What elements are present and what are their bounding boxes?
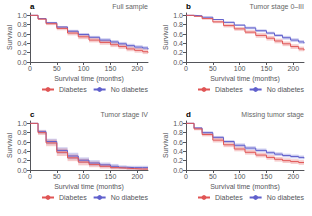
- svg-text:100: 100: [78, 173, 90, 180]
- svg-text:0: 0: [184, 65, 188, 72]
- svg-text:0.8: 0.8: [17, 129, 27, 136]
- svg-text:150: 150: [105, 173, 117, 180]
- svg-text:0.2: 0.2: [173, 157, 183, 164]
- svg-text:150: 150: [105, 65, 117, 72]
- svg-text:0.4: 0.4: [17, 148, 27, 155]
- svg-text:100: 100: [234, 65, 246, 72]
- svg-text:c: c: [30, 110, 35, 119]
- svg-text:No diabetes: No diabetes: [111, 194, 149, 201]
- svg-text:0: 0: [184, 173, 188, 180]
- svg-text:Diabetes: Diabetes: [215, 86, 243, 93]
- svg-text:Missing tumor stage: Missing tumor stage: [241, 111, 304, 119]
- svg-text:d: d: [186, 110, 191, 119]
- svg-text:0.6: 0.6: [17, 31, 27, 38]
- svg-text:No diabetes: No diabetes: [111, 86, 149, 93]
- svg-text:1.0: 1.0: [173, 12, 183, 19]
- svg-text:0.8: 0.8: [17, 21, 27, 28]
- svg-text:0.0: 0.0: [173, 167, 183, 174]
- svg-text:Tumor stage IV: Tumor stage IV: [100, 111, 148, 119]
- svg-text:Survival: Survival: [162, 25, 169, 50]
- svg-text:Full sample: Full sample: [112, 3, 148, 11]
- svg-text:0.2: 0.2: [17, 49, 27, 56]
- svg-text:0.6: 0.6: [173, 31, 183, 38]
- svg-text:0.2: 0.2: [17, 157, 27, 164]
- svg-text:0.6: 0.6: [173, 139, 183, 146]
- svg-text:b: b: [186, 2, 191, 11]
- svg-text:Survival time (months): Survival time (months): [54, 183, 124, 191]
- svg-text:200: 200: [131, 173, 143, 180]
- svg-text:0.6: 0.6: [17, 139, 27, 146]
- svg-text:Diabetes: Diabetes: [59, 86, 87, 93]
- svg-text:0.4: 0.4: [173, 148, 183, 155]
- svg-text:Diabetes: Diabetes: [215, 194, 243, 201]
- svg-text:0.0: 0.0: [17, 59, 27, 66]
- svg-text:0.4: 0.4: [17, 40, 27, 47]
- svg-text:a: a: [30, 2, 35, 11]
- svg-text:Survival time (months): Survival time (months): [54, 75, 124, 83]
- svg-text:0.8: 0.8: [173, 21, 183, 28]
- svg-text:Survival: Survival: [162, 133, 169, 158]
- svg-text:150: 150: [261, 173, 273, 180]
- svg-text:Survival: Survival: [6, 25, 13, 50]
- svg-text:1.0: 1.0: [173, 120, 183, 127]
- svg-text:100: 100: [234, 173, 246, 180]
- svg-text:0.4: 0.4: [173, 40, 183, 47]
- svg-text:50: 50: [209, 173, 217, 180]
- svg-text:0: 0: [28, 173, 32, 180]
- svg-text:0.2: 0.2: [173, 49, 183, 56]
- svg-text:0.0: 0.0: [173, 59, 183, 66]
- svg-text:150: 150: [261, 65, 273, 72]
- svg-text:Survival time (months): Survival time (months): [210, 75, 280, 83]
- svg-text:50: 50: [209, 65, 217, 72]
- svg-text:200: 200: [287, 173, 299, 180]
- svg-text:50: 50: [53, 65, 61, 72]
- svg-text:1.0: 1.0: [17, 12, 27, 19]
- svg-text:Survival time (months): Survival time (months): [210, 183, 280, 191]
- svg-text:1.0: 1.0: [17, 120, 27, 127]
- svg-text:200: 200: [131, 65, 143, 72]
- svg-text:No diabetes: No diabetes: [267, 194, 305, 201]
- svg-text:Survival: Survival: [6, 133, 13, 158]
- svg-text:No diabetes: No diabetes: [267, 86, 305, 93]
- svg-text:50: 50: [53, 173, 61, 180]
- svg-text:200: 200: [287, 65, 299, 72]
- svg-text:0: 0: [28, 65, 32, 72]
- svg-text:Diabetes: Diabetes: [59, 194, 87, 201]
- svg-text:0.0: 0.0: [17, 167, 27, 174]
- svg-text:100: 100: [78, 65, 90, 72]
- svg-text:0.8: 0.8: [173, 129, 183, 136]
- svg-text:Tumor stage 0–III: Tumor stage 0–III: [249, 3, 304, 11]
